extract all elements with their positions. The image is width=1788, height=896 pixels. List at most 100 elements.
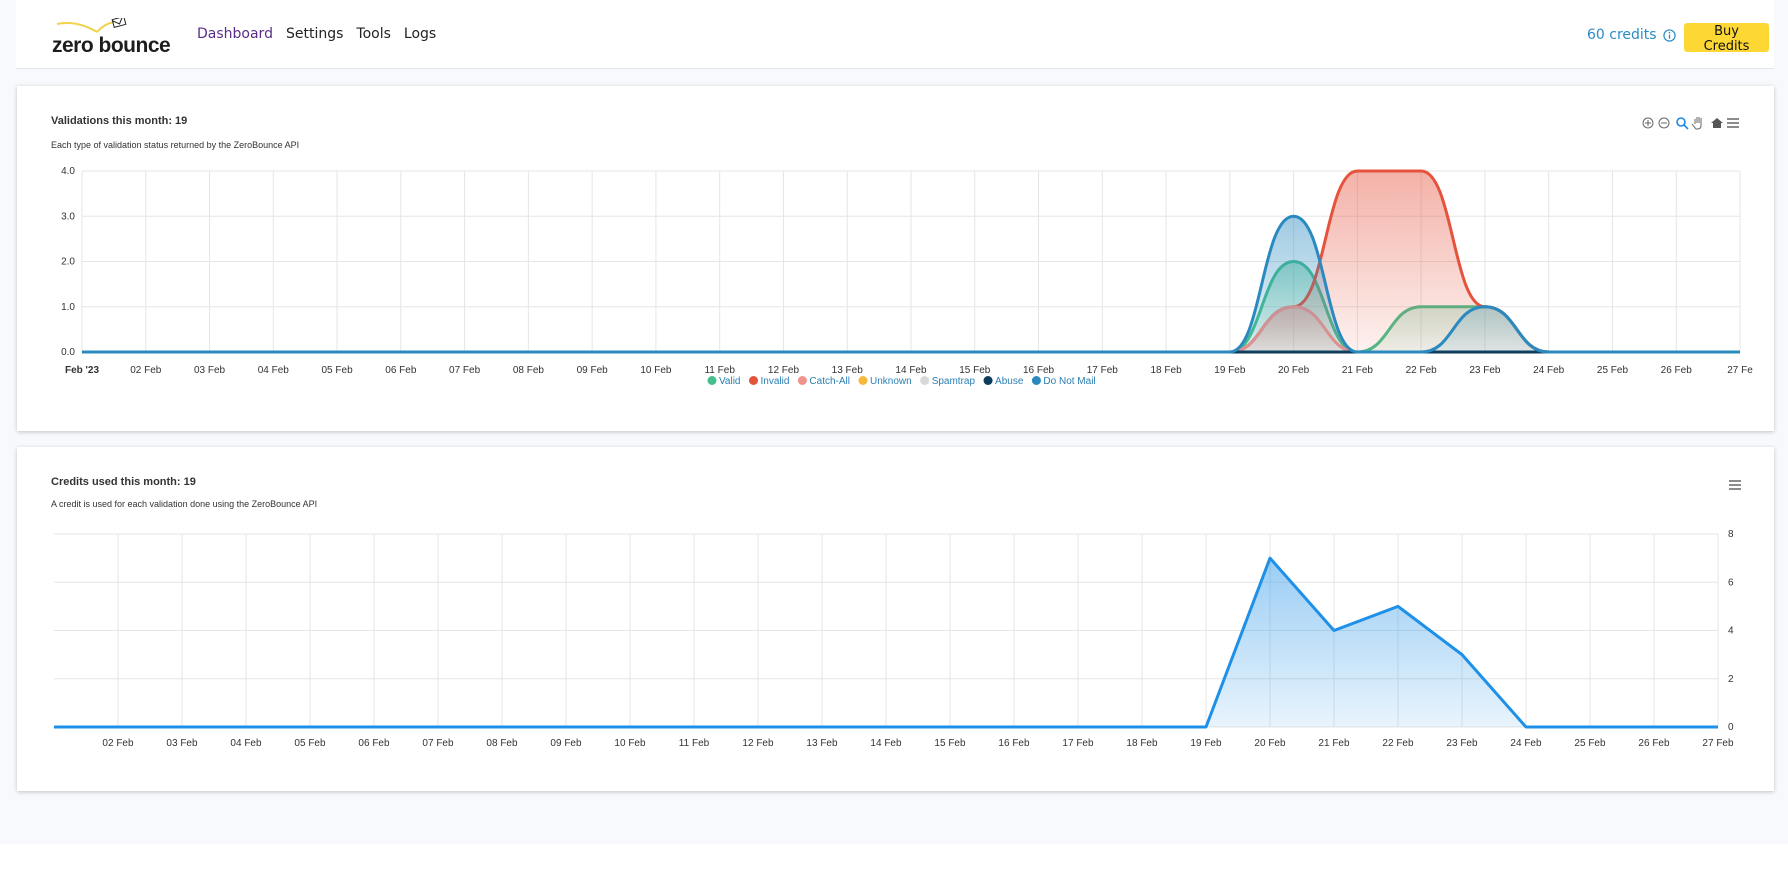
top-navbar: zero bounce Dashboard Settings Tools Log…	[16, 0, 1774, 69]
nav-dashboard[interactable]: Dashboard	[197, 26, 273, 42]
legend-item-abuse[interactable]: Abuse	[995, 376, 1024, 387]
icon-shape	[1658, 117, 1670, 129]
validations-chart: Feb '23 02 Feb 03 Feb 04 Feb 05 Feb 06 Feb 07 …	[61, 117, 1753, 387]
icon-shape	[1676, 117, 1686, 127]
legend-item-spamtrap[interactable]: Spamtrap	[932, 376, 976, 387]
x-tick-label: 07 Feb	[449, 365, 481, 376]
x-tick-label: 20 Feb	[1254, 738, 1286, 749]
y-tick-label: 8	[1728, 529, 1734, 540]
y-tick-label: 6	[1728, 577, 1734, 588]
y-tick-label: 1.0	[61, 302, 75, 313]
x-tick-label: 17 Feb	[1062, 738, 1094, 749]
pan-hand-icon[interactable]	[1691, 117, 1702, 130]
x-tick-label: 06 Feb	[358, 738, 390, 749]
legend-item-do-not-mail[interactable]: Do Not Mail	[1043, 376, 1095, 387]
x-tick-label: 18 Feb	[1151, 365, 1183, 376]
x-tick-label: 11 Feb	[679, 738, 710, 749]
menu-icon[interactable]	[1729, 480, 1741, 490]
x-tick-label: 10 Feb	[614, 738, 646, 749]
menu-icon[interactable]	[1727, 118, 1739, 128]
x-tick-label: 09 Feb	[550, 738, 582, 749]
x-tick-label: 16 Feb	[998, 738, 1030, 749]
x-tick-label: 05 Feb	[322, 365, 354, 376]
x-tick-label: 16 Feb	[1023, 365, 1055, 376]
selection-zoom-icon[interactable]	[1676, 117, 1689, 130]
x-tick-label: 13 Feb	[806, 738, 838, 749]
buy-credits-button[interactable]: Buy Credits	[1684, 23, 1769, 54]
chart-toolbar	[1642, 117, 1739, 130]
x-tick-label: 02 Feb	[102, 738, 134, 749]
nav-logs[interactable]: Logs	[403, 26, 437, 42]
x-tick-label: 18 Feb	[1126, 738, 1158, 749]
y-tick-label: 4.0	[61, 166, 75, 177]
legend-item-valid[interactable]: Valid	[719, 376, 741, 387]
y-tick-label: 0.0	[61, 347, 75, 358]
x-tick-label: 20 Feb	[1278, 365, 1310, 376]
x-tick-label: 23 Feb	[1469, 365, 1501, 376]
x-tick-label: Feb '23	[65, 365, 99, 376]
icon-shape	[1691, 117, 1702, 130]
chart-legend: Valid Invalid Catch-All Unknown Spamtrap Abus…	[707, 376, 1096, 387]
x-tick-label: 27 Feb	[1702, 738, 1734, 749]
y-tick-label: 3.0	[61, 211, 75, 222]
x-tick-label: 03 Feb	[166, 738, 198, 749]
x-tick-label: 17 Feb	[1087, 365, 1119, 376]
credits-used-chart: 02 Feb 03 Feb 04 Feb 05 Feb 06 Feb 07 Feb 08 F…	[54, 480, 1741, 749]
legend-item-unknown[interactable]: Unknown	[870, 376, 912, 387]
credits-line[interactable]	[54, 556, 1718, 729]
series-line-do-not-mail[interactable]	[82, 214, 1740, 354]
zerobounce-logo[interactable]: zero bounce	[52, 18, 182, 58]
legend-item-catch-all[interactable]: Catch-All	[809, 376, 850, 387]
x-tick-label: 19 Feb	[1214, 365, 1246, 376]
x-tick-label: 25 Feb	[1597, 365, 1629, 376]
icon-shape	[1642, 117, 1654, 129]
x-tick-label: 12 Feb	[742, 738, 774, 749]
x-tick-label: 26 Feb	[1661, 365, 1693, 376]
x-tick-label: 26 Feb	[1638, 738, 1670, 749]
x-tick-label: 22 Feb	[1382, 738, 1414, 749]
credits-used-title: Credits used this month: 19	[51, 476, 196, 488]
credits-balance: 60 credits	[1587, 27, 1676, 43]
x-tick-label: 25 Feb	[1574, 738, 1606, 749]
x-tick-label: 24 Feb	[1533, 365, 1565, 376]
x-tick-label: 15 Feb	[959, 365, 991, 376]
x-tick-label: 08 Feb	[486, 738, 518, 749]
validations-subtitle: Each type of validation status returned …	[51, 140, 300, 150]
x-tick-label: 27 Fe	[1727, 365, 1753, 376]
x-tick-label: 04 Feb	[230, 738, 262, 749]
x-tick-label: 14 Feb	[895, 365, 927, 376]
reset-home-icon[interactable]	[1711, 118, 1723, 128]
x-tick-label: 14 Feb	[870, 738, 902, 749]
y-tick-label: 2	[1728, 674, 1734, 685]
zoom-out-icon[interactable]	[1658, 117, 1670, 129]
series-area-do-not-mail	[82, 216, 1740, 352]
credits-used-card: Credits used this month: 19 A credit is …	[17, 447, 1774, 791]
x-tick-label: 02 Feb	[130, 365, 162, 376]
x-tick-label: 23 Feb	[1446, 738, 1478, 749]
y-tick-label: 0	[1728, 722, 1734, 733]
credits-used-subtitle: A credit is used for each validation don…	[51, 499, 318, 509]
credits-text: 60 credits	[1587, 27, 1657, 43]
legend-marker	[797, 376, 807, 385]
info-icon[interactable]	[1662, 28, 1676, 42]
x-tick-label: 07 Feb	[422, 738, 454, 749]
y-tick-label: 2.0	[61, 257, 75, 268]
credits-area	[54, 558, 1718, 727]
x-tick-label: 21 Feb	[1318, 738, 1350, 749]
legend-marker	[920, 376, 930, 385]
legend-marker	[983, 376, 993, 385]
validations-card: Validations this month: 19 Each type of …	[17, 86, 1774, 431]
validations-title: Validations this month: 19	[51, 115, 188, 127]
x-tick-label: 19 Feb	[1190, 738, 1222, 749]
x-tick-label: 08 Feb	[513, 365, 545, 376]
nav-settings[interactable]: Settings	[285, 26, 344, 42]
x-tick-label: 10 Feb	[640, 365, 672, 376]
main-nav: Dashboard Settings Tools Logs	[197, 26, 436, 42]
legend-item-invalid[interactable]: Invalid	[761, 376, 790, 387]
nav-tools[interactable]: Tools	[356, 26, 391, 42]
zoom-in-icon[interactable]	[1642, 117, 1654, 129]
icon-shape	[1683, 124, 1689, 130]
x-tick-label: 05 Feb	[294, 738, 326, 749]
x-tick-label: 11 Feb	[704, 365, 735, 376]
x-tick-label: 22 Feb	[1406, 365, 1438, 376]
